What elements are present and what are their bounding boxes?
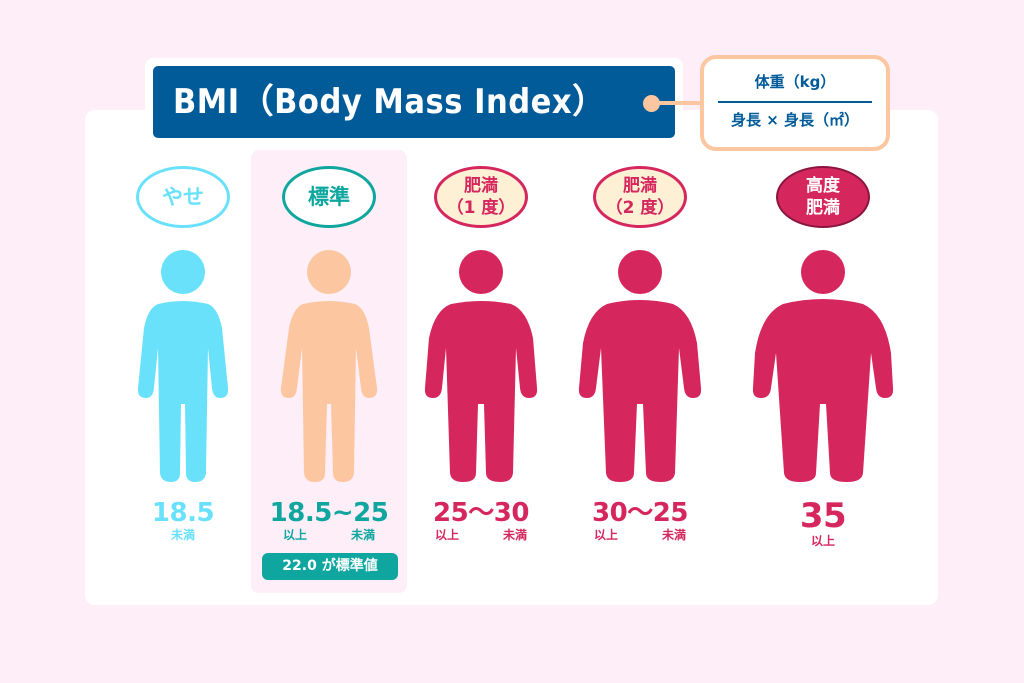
category-normal: 標準 18.5~25 以上 未満 bbox=[249, 150, 409, 590]
range-value: 35 bbox=[799, 496, 847, 536]
range-obese-1: 25～30 以上 未満 bbox=[401, 498, 561, 542]
person-obese-1-icon bbox=[424, 250, 538, 482]
range-separator: ～ bbox=[627, 498, 653, 528]
label-line2: （2 度） bbox=[605, 198, 675, 218]
person-thin-icon bbox=[138, 250, 228, 482]
formula-denominator: 身長 × 身長（㎡） bbox=[730, 111, 859, 129]
category-label: 肥満 （2 度） bbox=[593, 166, 687, 228]
range-separator: ~ bbox=[331, 498, 354, 528]
label-line1: 肥満 bbox=[623, 176, 657, 196]
label-line1: 標準 bbox=[308, 185, 350, 209]
range-qualifier-from: 以上 bbox=[434, 528, 459, 542]
page-title: BMI（Body Mass Index） bbox=[153, 66, 675, 138]
range-qualifier: 以上 bbox=[810, 534, 835, 548]
range-qualifier-from: 以上 bbox=[593, 528, 618, 542]
category-underweight: やせ 18.5 未満 bbox=[103, 150, 263, 590]
range-to: 30 bbox=[493, 498, 530, 528]
person-normal-icon bbox=[280, 250, 378, 482]
range-qualifier-from: 以上 bbox=[282, 528, 307, 542]
range-qualifier-to: 未満 bbox=[503, 528, 528, 542]
range-underweight: 18.5 未満 bbox=[103, 498, 263, 542]
category-label: 高度 肥満 bbox=[776, 166, 870, 228]
connector-line bbox=[655, 101, 703, 105]
range-qualifier-to: 未満 bbox=[351, 528, 376, 542]
range-obese-2: 30～25 以上 未満 bbox=[560, 498, 720, 542]
fraction-bar bbox=[718, 101, 872, 103]
label-line2: 肥満 bbox=[806, 198, 840, 218]
range-obese-severe: 35 以上 bbox=[743, 498, 903, 548]
person-obese-severe-icon bbox=[752, 250, 894, 482]
label-line2: （1 度） bbox=[446, 198, 516, 218]
range-qualifier-to: 未満 bbox=[662, 528, 687, 542]
label-line1: 肥満 bbox=[464, 176, 498, 196]
range-from: 25 bbox=[433, 498, 469, 528]
range-value: 18.5 bbox=[151, 498, 215, 528]
category-label: やせ bbox=[136, 166, 230, 228]
category-label: 肥満 （1 度） bbox=[434, 166, 528, 228]
category-obese-2: 肥満 （2 度） 30～25 以上 未満 bbox=[560, 150, 720, 590]
range-normal: 18.5~25 以上 未満 bbox=[249, 498, 409, 542]
standard-value-badge: 22.0 が標準値 bbox=[262, 553, 398, 580]
range-to: 25 bbox=[652, 498, 689, 528]
category-obese-1: 肥満 （1 度） 25～30 以上 未満 bbox=[401, 150, 561, 590]
label-line1: やせ bbox=[162, 185, 204, 209]
person-obese-2-icon bbox=[578, 250, 702, 482]
range-to: 25 bbox=[353, 498, 389, 528]
bmi-formula: 体重（kg） 身長 × 身長（㎡） bbox=[700, 55, 890, 151]
range-separator: ～ bbox=[468, 498, 494, 528]
category-label: 標準 bbox=[282, 166, 376, 228]
connector-dot bbox=[643, 95, 660, 112]
range-from: 30 bbox=[592, 498, 628, 528]
formula-numerator: 体重（kg） bbox=[754, 73, 836, 91]
range-qualifier: 未満 bbox=[170, 528, 195, 542]
range-from: 18.5 bbox=[269, 498, 333, 528]
label-line1: 高度 bbox=[806, 176, 840, 196]
category-obese-severe: 高度 肥満 35 以上 bbox=[743, 150, 903, 590]
